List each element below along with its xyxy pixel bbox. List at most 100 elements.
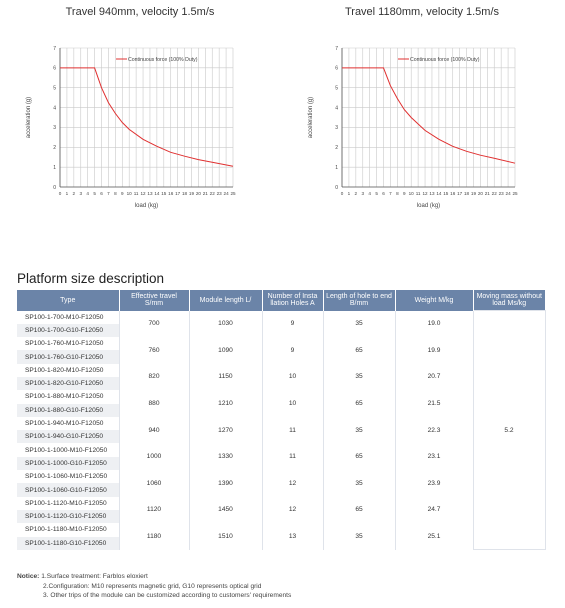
cell-weight: 22.3 [395, 416, 474, 444]
cell-type: SP100-1-880-G10-F12050 [17, 403, 120, 417]
x-tick-label: 14 [154, 191, 160, 196]
x-tick-label: 1 [348, 191, 351, 196]
cell-module-length: 1270 [189, 416, 263, 444]
cell-type: SP100-1-1060-G10-F12050 [17, 483, 120, 497]
x-tick-label: 25 [512, 191, 518, 196]
x-tick-label: 23 [217, 191, 223, 196]
table-row: SP100-1-1000-G10-F12050 [17, 456, 545, 471]
cell-effective-travel: 1000 [119, 443, 190, 471]
cell-installation-holes: 10 [262, 390, 324, 417]
series-line [60, 67, 234, 167]
y-tick-label: 2 [335, 145, 338, 151]
cell-weight: 25.1 [395, 523, 474, 550]
cell-weight: 24.7 [395, 496, 474, 524]
table-row: SP100-1-820-G10-F12050 [17, 376, 545, 391]
x-tick-label: 8 [114, 191, 117, 196]
cell-module-length: 1150 [189, 363, 263, 391]
y-axis-label: acceleration (g) [308, 97, 314, 138]
x-tick-label: 3 [79, 191, 82, 196]
legend-label: Continuous force (100% Duty) [410, 57, 480, 63]
x-axis-label: load (kg) [135, 203, 158, 209]
x-tick-label: 5 [375, 191, 378, 196]
y-tick-label: 5 [53, 86, 56, 92]
cell-module-length: 1090 [189, 337, 263, 364]
table-row: SP100-1-700-G10-F12050 [17, 323, 545, 338]
x-tick-label: 20 [196, 191, 202, 196]
header-module-length: Module length L/ [189, 290, 263, 311]
cell-effective-travel: 940 [119, 416, 190, 444]
table-row: SP100-1-1060-M10-F12050 1060 1390 12 35 23.9 [17, 470, 545, 497]
cell-type: SP100-1-700-M10-F12050 [17, 310, 120, 324]
x-tick-label: 19 [189, 191, 195, 196]
x-tick-label: 13 [429, 191, 435, 196]
x-tick-label: 24 [506, 191, 512, 196]
table-row: SP100-1-760-G10-F12050 [17, 350, 545, 364]
table-row: SP100-1-880-M10-F12050 880 1210 10 65 21.5 [17, 390, 545, 417]
cell-hole-to-end: 65 [323, 390, 396, 417]
cell-effective-travel: 1120 [119, 496, 190, 524]
cell-hole-to-end: 35 [323, 363, 396, 391]
x-tick-label: 20 [478, 191, 484, 196]
header-installation-holes: Number of Insta llation Holes A [262, 290, 324, 311]
x-tick-label: 21 [203, 191, 209, 196]
cell-module-length: 1450 [189, 496, 263, 524]
header-type: Type [17, 290, 120, 311]
x-tick-label: 9 [403, 191, 406, 196]
x-tick-label: 25 [230, 191, 236, 196]
chart-title: Travel 940mm, velocity 1.5m/s [65, 6, 215, 18]
y-tick-label: 4 [53, 105, 56, 111]
x-tick-label: 23 [499, 191, 505, 196]
cell-installation-holes: 9 [262, 337, 324, 364]
cell-installation-holes: 11 [262, 443, 324, 471]
y-tick-label: 2 [53, 145, 56, 151]
x-tick-label: 11 [134, 191, 139, 196]
y-tick-label: 1 [53, 165, 56, 171]
x-axis-label: load (kg) [417, 203, 440, 209]
x-tick-label: 9 [121, 191, 124, 196]
x-tick-label: 1 [66, 191, 69, 196]
cell-module-length: 1030 [189, 310, 263, 338]
x-tick-label: 18 [182, 191, 188, 196]
y-tick-label: 0 [335, 185, 338, 191]
cell-weight: 20.7 [395, 363, 474, 391]
x-tick-label: 6 [100, 191, 103, 196]
x-tick-label: 8 [396, 191, 399, 196]
cell-effective-travel: 880 [119, 390, 190, 417]
x-tick-label: 12 [140, 191, 146, 196]
cell-hole-to-end: 65 [323, 496, 396, 524]
x-tick-label: 11 [416, 191, 421, 196]
header-effective-travel: Effective travel S/mm [119, 290, 190, 311]
x-tick-label: 0 [59, 191, 62, 196]
x-tick-label: 2 [73, 191, 76, 196]
x-tick-label: 14 [436, 191, 442, 196]
table-row: SP100-1-1180-G10-F12050 [17, 536, 545, 550]
cell-hole-to-end: 65 [323, 443, 396, 471]
cell-weight: 19.9 [395, 337, 474, 364]
cell-type: SP100-1-940-M10-F12050 [17, 416, 120, 431]
y-tick-label: 3 [53, 125, 56, 131]
x-tick-label: 22 [492, 191, 498, 196]
cell-type: SP100-1-820-M10-F12050 [17, 363, 120, 377]
x-tick-label: 4 [86, 191, 89, 196]
table-row: SP100-1-1060-G10-F12050 [17, 483, 545, 497]
x-tick-label: 18 [464, 191, 470, 196]
cell-type: SP100-1-760-G10-F12050 [17, 350, 120, 364]
cell-type: SP100-1-940-G10-F12050 [17, 430, 120, 444]
series-line [342, 67, 516, 164]
note-line: 2.Configuration: M10 represents magnetic… [43, 582, 262, 590]
cell-moving-mass: 5.2 [472, 309, 546, 551]
cell-type: SP100-1-1000-M10-F12050 [17, 443, 120, 457]
chart-svg: 0 1 2 3 4 5 6 7 8 9 10 11 12 13 14 15 16 17 18 19 20 21 22 23 24… [308, 46, 518, 209]
chart-title: Travel 1180mm, velocity 1.5m/s [344, 6, 500, 18]
cell-type: SP100-1-820-G10-F12050 [17, 376, 120, 391]
cell-type: SP100-1-1000-G10-F12050 [17, 456, 120, 471]
table-row: SP100-1-1120-G10-F12050 [17, 509, 545, 524]
cell-type: SP100-1-880-M10-F12050 [17, 390, 120, 404]
x-tick-label: 7 [389, 191, 392, 196]
x-tick-label: 21 [485, 191, 491, 196]
x-tick-label: 7 [107, 191, 110, 196]
cell-weight: 19.0 [395, 310, 474, 338]
cell-hole-to-end: 35 [323, 523, 396, 550]
cell-weight: 21.5 [395, 390, 474, 417]
